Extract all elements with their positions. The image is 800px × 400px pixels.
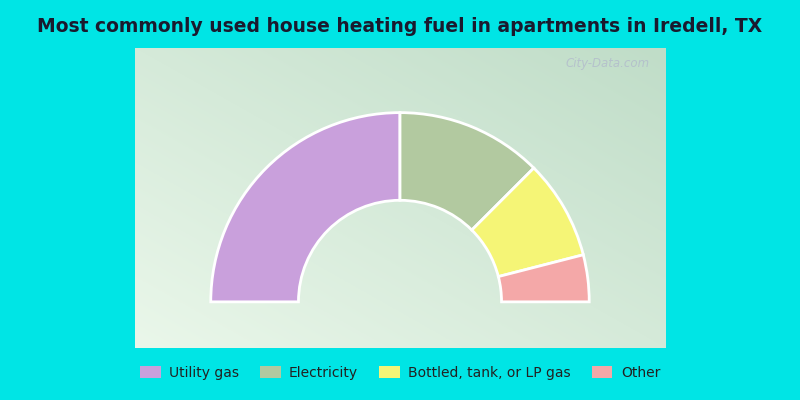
Legend: Utility gas, Electricity, Bottled, tank, or LP gas, Other: Utility gas, Electricity, Bottled, tank,… [140,366,660,380]
Text: City-Data.com: City-Data.com [566,57,650,70]
Wedge shape [400,113,534,230]
Wedge shape [210,113,400,302]
Text: Most commonly used house heating fuel in apartments in Iredell, TX: Most commonly used house heating fuel in… [38,17,762,36]
Wedge shape [498,255,590,302]
Wedge shape [472,168,583,276]
